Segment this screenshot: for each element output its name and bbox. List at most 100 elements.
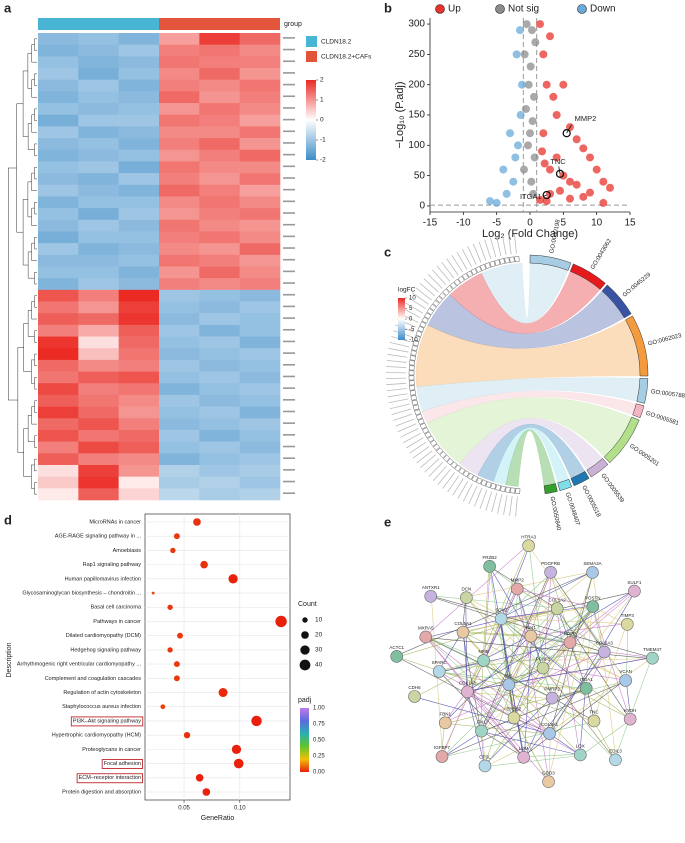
network-node	[542, 775, 555, 789]
gene-segment	[433, 443, 441, 451]
size-legend-dot	[301, 631, 309, 639]
network-edge	[445, 688, 587, 724]
gene-segment	[510, 487, 516, 494]
heatmap-cell	[239, 359, 281, 372]
dendrogram-branch	[34, 237, 37, 250]
heatmap-cell	[38, 464, 79, 477]
network-node	[563, 636, 577, 649]
network-edge	[466, 605, 593, 692]
heatmap-cell	[38, 313, 79, 326]
heatmap-cell	[199, 453, 240, 466]
chord-sector	[625, 315, 649, 377]
gene-segment	[438, 292, 447, 300]
heatmap-cell	[78, 453, 119, 466]
gene-label-stub	[432, 465, 447, 482]
x-tick-label: 0	[527, 218, 533, 229]
heatmap-cell	[38, 418, 79, 431]
network-node	[524, 629, 538, 643]
gene-segment	[424, 312, 432, 320]
point	[592, 165, 601, 174]
heatmap-cell	[159, 441, 200, 454]
row-label-stub	[283, 130, 295, 133]
color-legend-label: 0.25	[313, 754, 325, 760]
heatmap-cell	[199, 91, 240, 104]
heatmap-cell	[38, 103, 79, 116]
point	[502, 189, 511, 198]
network-node	[536, 661, 550, 675]
point	[586, 188, 594, 197]
legend-swatch	[577, 4, 587, 14]
network-node	[587, 714, 601, 728]
gene-segment	[430, 439, 438, 447]
heatmap-cell	[239, 406, 281, 419]
dot	[177, 632, 183, 639]
gene-segment	[494, 259, 501, 266]
gene-label-stub	[484, 239, 492, 259]
heatmap-cell	[239, 441, 281, 454]
gene-label-stub	[406, 437, 424, 449]
gene-segment	[509, 256, 515, 263]
network-edge	[543, 668, 617, 761]
gene-segment	[417, 326, 425, 333]
point	[530, 92, 538, 101]
network-node	[477, 654, 490, 667]
gene-label-stub	[403, 432, 421, 444]
network-edge	[542, 667, 626, 681]
heatmap-cell	[199, 313, 240, 326]
heatmap-cell	[38, 173, 79, 186]
row-label-stub	[283, 282, 295, 284]
heatmap-cell	[38, 161, 79, 174]
dot	[231, 744, 242, 755]
point	[572, 180, 581, 189]
chord-sector	[570, 471, 590, 487]
annotation-label: TNC	[550, 157, 566, 166]
colorbar-label: -1	[320, 137, 326, 144]
node-label: EDIL3	[609, 748, 622, 753]
network-node	[390, 650, 404, 663]
gene-label-stub	[423, 278, 439, 293]
node-label: ITGA1	[580, 677, 594, 682]
network-node	[586, 600, 600, 613]
dendrogram-branch	[17, 347, 24, 453]
category-label: Hedgehog signaling pathway	[70, 647, 141, 653]
heatmap-cell	[199, 301, 240, 314]
heatmap-cell	[118, 336, 160, 349]
dendrogram-branch	[27, 415, 35, 442]
network-node	[574, 748, 587, 762]
colorbar-label: -2	[320, 157, 326, 164]
gene-segment	[412, 404, 420, 411]
node-label: TIMP3	[621, 613, 635, 618]
network-edge	[586, 652, 606, 689]
gene-segment	[454, 464, 462, 472]
heatmap-cell	[199, 149, 240, 162]
heatmap-cell	[199, 208, 240, 221]
heatmap-cell	[78, 79, 119, 92]
heatmap-cell	[159, 488, 200, 501]
annotation-line	[543, 194, 547, 197]
node-label: COL6A3	[596, 641, 614, 646]
row-label-stub	[283, 60, 295, 63]
heatmap-cell	[239, 68, 281, 80]
network-edge	[397, 656, 515, 719]
node-label: MMP2	[511, 578, 524, 583]
heatmap-cell	[239, 429, 281, 442]
network-edge	[591, 605, 630, 719]
network-node	[623, 712, 637, 726]
node-label: CDPP	[564, 631, 577, 636]
point	[552, 111, 561, 119]
heatmap-cell	[239, 476, 281, 489]
point	[546, 32, 554, 41]
dendrogram-branch	[34, 295, 37, 308]
point	[524, 80, 533, 89]
dendrogram-branch	[31, 242, 37, 261]
network-edge	[480, 730, 524, 757]
highlight-box	[70, 716, 144, 727]
node-label: ANTXR1	[422, 585, 440, 590]
gene-segment	[462, 273, 469, 281]
x-tick-label: 0.10	[234, 806, 246, 812]
network-edge	[490, 566, 558, 610]
dendrogram-branch	[31, 44, 37, 63]
colorbar-label: 2	[320, 77, 324, 84]
heatmap-cell	[78, 56, 119, 69]
heatmap-cell	[38, 301, 79, 314]
